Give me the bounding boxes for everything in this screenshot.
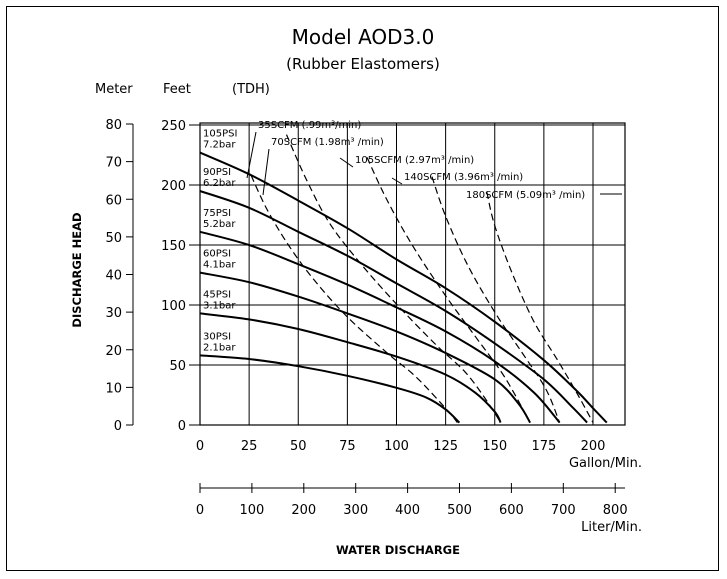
air-curve-label: 70SCFM (1.98m³ /min) xyxy=(271,137,384,148)
air-curve-leader xyxy=(339,157,354,168)
y-tick-label-meter: 20 xyxy=(105,344,122,359)
x-tick-label-gpm: 75 xyxy=(339,439,356,454)
pressure-curve xyxy=(199,271,531,424)
pressure-curve-label-bar: 5.2bar xyxy=(203,219,236,230)
pressure-curve-label-bar: 4.1bar xyxy=(203,260,236,271)
x-tick-label-gpm: 50 xyxy=(290,439,307,454)
air-curve-leader xyxy=(391,177,403,185)
y-tick-label-meter: 60 xyxy=(105,193,122,208)
unit-tdh: (TDH) xyxy=(232,82,270,97)
pressure-curve-label: 90PSI xyxy=(203,167,231,178)
air-consumption-curve xyxy=(431,176,561,423)
y-axis-label: DISCHARGE HEAD xyxy=(70,212,84,327)
x-tick-label-lpm: 300 xyxy=(343,503,368,518)
x-tick-label-gpm: 0 xyxy=(196,439,204,454)
plot-border xyxy=(199,122,626,426)
pressure-curve-label: 60PSI xyxy=(203,249,231,260)
air-curve-label: 105SCFM (2.97m³ /min) xyxy=(355,155,474,166)
x-unit-lpm: Liter/Min. xyxy=(581,520,642,535)
x-tick-label-lpm: 400 xyxy=(395,503,420,518)
air-curve-leader xyxy=(246,131,257,179)
y-tick-label-meter: 50 xyxy=(105,231,122,246)
unit-feet: Feet xyxy=(163,82,191,97)
x-tick-label-gpm: 150 xyxy=(482,439,507,454)
x-tick-label-gpm: 200 xyxy=(581,439,606,454)
y-tick-label-feet: 100 xyxy=(161,299,186,314)
pressure-curve-label: 30PSI xyxy=(203,331,231,342)
x-tick-label-lpm: 700 xyxy=(551,503,576,518)
y-tick-label-meter: 80 xyxy=(105,118,122,133)
air-curve-label: 180SCFM (5.09m³ /min) xyxy=(466,190,585,201)
pressure-curve-label-bar: 3.1bar xyxy=(203,300,236,311)
pressure-curve xyxy=(199,230,561,424)
x-axis-label: WATER DISCHARGE xyxy=(336,543,460,557)
x-tick-label-lpm: 600 xyxy=(499,503,524,518)
air-curve-label: 35SCFM (.99m³/min) xyxy=(258,120,361,131)
x-tick-label-gpm: 125 xyxy=(433,439,458,454)
air-curve-leader xyxy=(262,148,270,196)
x-tick-label-lpm: 200 xyxy=(291,503,316,518)
x-tick-label-lpm: 500 xyxy=(447,503,472,518)
chart-subtitle: (Rubber Elastomers) xyxy=(286,55,440,73)
air-consumption-curve xyxy=(250,175,458,423)
y-tick-label-meter: 40 xyxy=(105,269,122,284)
pressure-curve-label: 45PSI xyxy=(203,289,231,300)
pressure-curve xyxy=(199,354,461,424)
y-tick-label-feet: 50 xyxy=(169,359,186,374)
chart-title: Model AOD3.0 xyxy=(292,25,435,49)
x-tick-label-lpm: 0 xyxy=(196,503,204,518)
pressure-curve-label: 75PSI xyxy=(203,208,231,219)
pressure-curve-label-bar: 7.2bar xyxy=(203,140,236,151)
curve-layer xyxy=(199,134,608,424)
pressure-curve-label-bar: 6.2bar xyxy=(203,178,236,189)
air-consumption-curve xyxy=(486,192,594,423)
x-tick-label-gpm: 25 xyxy=(241,439,258,454)
x-tick-label-lpm: 100 xyxy=(239,503,264,518)
y-tick-label-meter: 0 xyxy=(114,419,122,434)
pressure-curve-label: 105PSI xyxy=(203,129,237,140)
y-tick-label-meter: 30 xyxy=(105,306,122,321)
y-tick-label-feet: 250 xyxy=(161,119,186,134)
y-tick-label-feet: 150 xyxy=(161,239,186,254)
x-tick-label-lpm: 800 xyxy=(603,503,628,518)
pressure-curve xyxy=(199,190,588,424)
pressure-curve-label-bar: 2.1bar xyxy=(203,342,236,353)
air-curve-label: 140SCFM (3.96m³ /min) xyxy=(404,172,523,183)
x-tick-label-gpm: 100 xyxy=(384,439,409,454)
x-tick-label-gpm: 175 xyxy=(531,439,556,454)
pressure-curve xyxy=(199,312,502,424)
y-tick-label-feet: 0 xyxy=(178,419,186,434)
x-unit-gpm: Gallon/Min. xyxy=(569,456,642,471)
pressure-curve xyxy=(199,151,608,424)
air-consumption-curve xyxy=(366,157,531,423)
y-tick-label-meter: 70 xyxy=(105,156,122,171)
unit-meter: Meter xyxy=(95,82,133,97)
grid-layer xyxy=(199,122,626,426)
label-layer: 105PSI7.2bar90PSI6.2bar75PSI5.2bar60PSI4… xyxy=(203,120,622,353)
y-tick-label-meter: 10 xyxy=(105,381,122,396)
chart-frame xyxy=(6,6,719,571)
y-tick-label-feet: 200 xyxy=(161,179,186,194)
